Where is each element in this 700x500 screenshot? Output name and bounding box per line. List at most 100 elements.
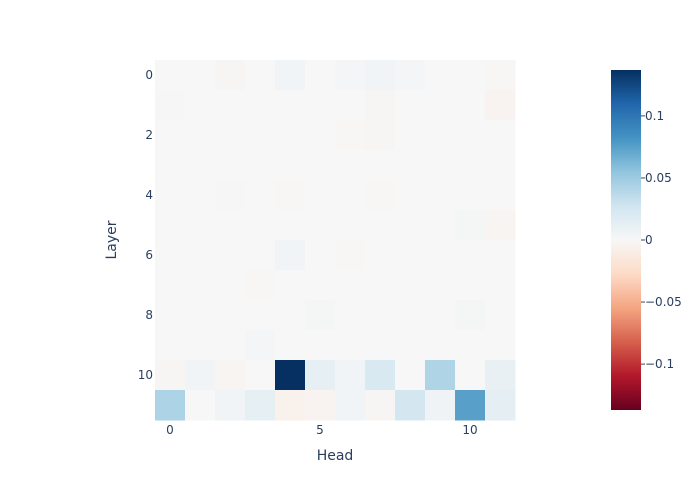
- y-axis-title: Layer: [104, 220, 120, 259]
- heatmap-cell: [275, 180, 306, 211]
- y-tick-label: 10: [138, 368, 153, 382]
- heatmap-cell: [215, 240, 246, 271]
- heatmap-cell: [455, 90, 486, 121]
- heatmap-cell: [455, 330, 486, 361]
- heatmap-cell: [335, 300, 366, 331]
- heatmap-cell: [365, 330, 396, 361]
- heatmap-cell: [215, 330, 246, 361]
- heatmap-cell: [185, 180, 216, 211]
- heatmap-cell: [155, 60, 186, 91]
- heatmap-cell: [335, 120, 366, 151]
- y-tick-label: 2: [145, 128, 153, 142]
- heatmap-cell: [275, 60, 306, 91]
- heatmap-cell: [395, 270, 426, 301]
- heatmap-cell: [185, 390, 216, 421]
- heatmap-cell: [305, 390, 336, 421]
- heatmap-cell: [245, 120, 276, 151]
- heatmap-cell: [425, 150, 456, 181]
- y-tick-label: 8: [145, 308, 153, 322]
- heatmap-cell: [185, 210, 216, 241]
- x-tick-label: 10: [462, 423, 477, 437]
- heatmap-cell: [455, 210, 486, 241]
- heatmap-cell: [485, 90, 516, 121]
- heatmap-cell: [455, 150, 486, 181]
- heatmap-cell: [215, 360, 246, 391]
- heatmap-cell: [455, 270, 486, 301]
- heatmap-cell: [395, 150, 426, 181]
- heatmap-cell: [425, 330, 456, 361]
- colorbar-tick-label: 0: [645, 233, 653, 247]
- heatmap-cell: [425, 180, 456, 211]
- heatmap-cell: [485, 300, 516, 331]
- heatmap-cell: [455, 360, 486, 391]
- heatmap-cell: [275, 120, 306, 151]
- colorbar-tick-label: −0.05: [645, 295, 682, 309]
- heatmap-cell: [245, 180, 276, 211]
- heatmap-cell: [485, 60, 516, 91]
- heatmap-cell: [425, 360, 456, 391]
- heatmap-cell: [395, 240, 426, 271]
- y-tick-label: 4: [145, 188, 153, 202]
- heatmap-cell: [425, 90, 456, 121]
- y-axis-ticks: 0 2 4 6 8 10: [138, 68, 153, 382]
- heatmap-cell: [395, 60, 426, 91]
- heatmap-cell: [245, 330, 276, 361]
- heatmap-cell: [365, 390, 396, 421]
- heatmap-cell: [395, 120, 426, 151]
- heatmap-cell: [155, 330, 186, 361]
- heatmap-cell: [455, 180, 486, 211]
- heatmap-cell: [215, 210, 246, 241]
- heatmap-cell: [185, 300, 216, 331]
- heatmap-cell: [275, 360, 306, 391]
- heatmap-cell: [335, 180, 366, 211]
- heatmap-cell: [365, 60, 396, 91]
- heatmap-cell: [245, 300, 276, 331]
- heatmap-cell: [365, 240, 396, 271]
- heatmap-cell: [155, 300, 186, 331]
- heatmap-cell: [305, 360, 336, 391]
- heatmap-cell: [305, 90, 336, 121]
- heatmap-cell: [335, 210, 366, 241]
- heatmap-cell: [215, 390, 246, 421]
- heatmap-cell: [485, 180, 516, 211]
- heatmap-cell: [245, 60, 276, 91]
- heatmap-cell: [275, 300, 306, 331]
- heatmap-cell: [185, 120, 216, 151]
- heatmap-cell: [395, 360, 426, 391]
- heatmap-cell: [155, 180, 186, 211]
- heatmap-cell: [245, 270, 276, 301]
- heatmap-cell: [485, 390, 516, 421]
- heatmap-cell: [305, 240, 336, 271]
- heatmap-cell: [185, 150, 216, 181]
- heatmap-cell: [185, 360, 216, 391]
- heatmap-cell: [155, 390, 186, 421]
- heatmap-cell: [245, 360, 276, 391]
- heatmap-cell: [185, 270, 216, 301]
- heatmap-cell: [155, 150, 186, 181]
- heatmap-cell: [485, 150, 516, 181]
- heatmap-cell: [185, 240, 216, 271]
- heatmap-cell: [365, 270, 396, 301]
- heatmap-cell: [185, 60, 216, 91]
- heatmap-cell: [335, 360, 366, 391]
- heatmap-cell: [155, 270, 186, 301]
- heatmap-cell: [425, 300, 456, 331]
- heatmap-cell: [395, 180, 426, 211]
- heatmap-cell: [275, 330, 306, 361]
- heatmap-cell: [425, 240, 456, 271]
- heatmap-cell: [155, 210, 186, 241]
- heatmap-cell: [335, 240, 366, 271]
- heatmap-cell: [215, 180, 246, 211]
- heatmap-cell: [155, 360, 186, 391]
- heatmap-cell: [155, 240, 186, 271]
- heatmap-cell: [245, 150, 276, 181]
- heatmap-cell: [365, 90, 396, 121]
- heatmap-cell: [365, 120, 396, 151]
- heatmap-cell: [305, 150, 336, 181]
- heatmap-cell: [335, 270, 366, 301]
- heatmap-cell: [305, 180, 336, 211]
- heatmap-cell: [365, 180, 396, 211]
- heatmap-cell: [215, 90, 246, 121]
- heatmap-cell: [425, 60, 456, 91]
- heatmap-cell: [275, 150, 306, 181]
